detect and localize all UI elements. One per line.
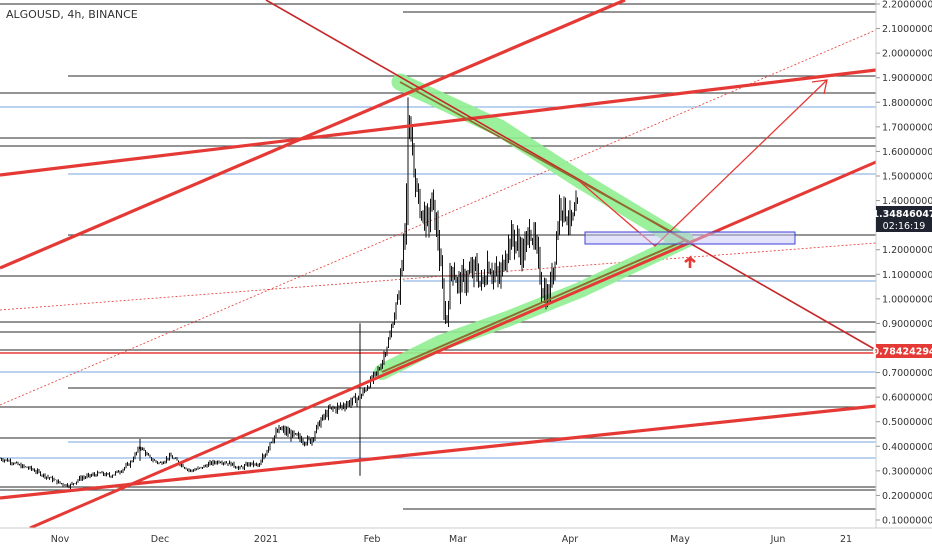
y-tick-label: 1.10000000 xyxy=(882,270,932,281)
candle-countdown: 02:16:19 xyxy=(883,221,926,232)
y-tick-label: 0.10000000 xyxy=(882,516,932,527)
x-tick-label: Mar xyxy=(449,534,467,545)
x-tick-label: Dec xyxy=(151,534,169,545)
x-tick-label: Nov xyxy=(51,534,70,545)
x-tick-label: 21 xyxy=(840,534,852,545)
projection-arrows xyxy=(577,79,828,268)
x-tick-label: 2021 xyxy=(254,534,278,545)
chart-title: ALGOUSD, 4h, BINANCE xyxy=(6,8,138,21)
current-price-badge: 1.34846047 02:16:19 xyxy=(872,206,932,232)
x-tick-label: Apr xyxy=(562,534,579,545)
y-tick-label: 1.80000000 xyxy=(882,98,932,109)
current-price-label: 1.34846047 xyxy=(872,209,932,220)
x-axis[interactable]: Nov Dec 2021 Feb Mar Apr May Jun 21 xyxy=(51,534,852,545)
y-tick-label: 2.10000000 xyxy=(882,24,932,35)
x-tick-label: Jun xyxy=(770,534,786,545)
red-level-badge: 0.78424294 xyxy=(872,344,932,358)
red-level-label: 0.78424294 xyxy=(872,347,932,358)
x-tick-label: May xyxy=(670,534,690,545)
red-trendlines xyxy=(0,0,877,530)
x-tick-label: Feb xyxy=(364,534,381,545)
price-candles xyxy=(0,97,578,490)
breakout-zone xyxy=(584,231,796,245)
